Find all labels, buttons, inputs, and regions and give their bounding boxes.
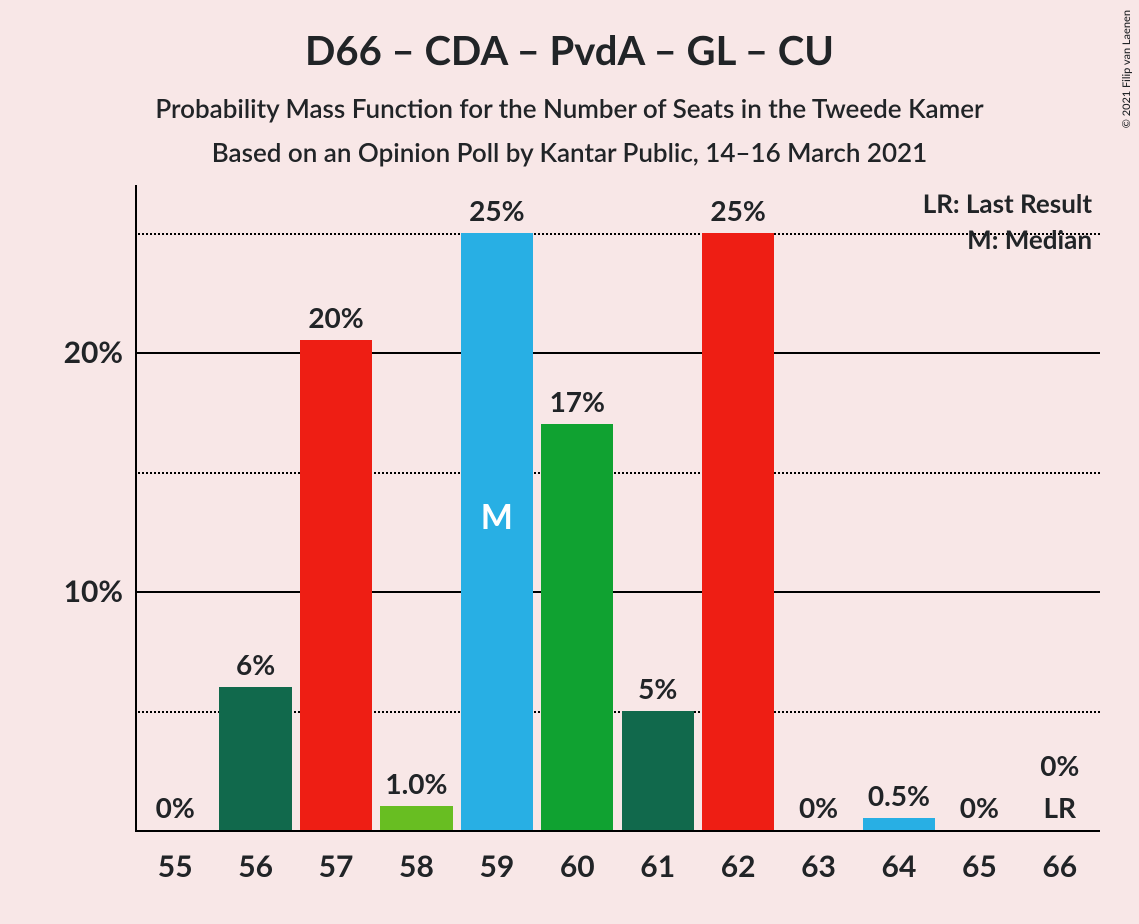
bar-value-label: 0% bbox=[939, 790, 1019, 824]
x-axis-label: 64 bbox=[859, 848, 939, 884]
chart-subtitle-2: Based on an Opinion Poll by Kantar Publi… bbox=[0, 124, 1139, 168]
bar-value-label: 20% bbox=[296, 300, 376, 334]
gridline bbox=[135, 233, 1100, 235]
bar-value-label: 0.5% bbox=[859, 778, 939, 812]
x-axis-label: 58 bbox=[376, 848, 456, 884]
x-axis-label: 66 bbox=[1020, 848, 1100, 884]
bar bbox=[863, 818, 935, 830]
bar-value-label: 0% bbox=[778, 790, 858, 824]
bar-value-label: 0% bbox=[1020, 748, 1100, 782]
bar bbox=[541, 424, 613, 830]
bar bbox=[219, 687, 291, 830]
x-axis-label: 56 bbox=[215, 848, 295, 884]
bar-value-label: 0% bbox=[135, 790, 215, 824]
x-axis-label: 65 bbox=[939, 848, 1019, 884]
copyright-text: © 2021 Filip van Laenen bbox=[1120, 10, 1133, 128]
bar bbox=[622, 711, 694, 830]
chart-title: D66 – CDA – PvdA – GL – CU bbox=[0, 0, 1139, 74]
x-axis-label: 55 bbox=[135, 848, 215, 884]
bar-value-label: 17% bbox=[537, 384, 617, 418]
bar bbox=[380, 806, 452, 830]
bar-value-label: 25% bbox=[698, 193, 778, 227]
x-axis bbox=[135, 830, 1100, 832]
x-axis-label: 59 bbox=[457, 848, 537, 884]
bar-chart: 10%20%0%556%5620%571.0%5825%M5917%605%61… bbox=[135, 185, 1100, 830]
y-axis bbox=[135, 185, 137, 830]
gridline bbox=[135, 472, 1100, 474]
y-axis-label: 20% bbox=[64, 334, 123, 370]
x-axis-label: 63 bbox=[778, 848, 858, 884]
x-axis-label: 60 bbox=[537, 848, 617, 884]
bar-value-label: 5% bbox=[618, 671, 698, 705]
y-axis-label: 10% bbox=[64, 573, 123, 609]
gridline bbox=[135, 591, 1100, 593]
bar-value-label: 25% bbox=[457, 193, 537, 227]
legend-median: M: Median bbox=[967, 223, 1092, 255]
bar-value-label: 1.0% bbox=[376, 766, 456, 800]
bar-value-label: 6% bbox=[215, 647, 295, 681]
x-axis-label: 57 bbox=[296, 848, 376, 884]
chart-subtitle-1: Probability Mass Function for the Number… bbox=[0, 74, 1139, 124]
gridline bbox=[135, 352, 1100, 354]
last-result-marker: LR bbox=[1020, 790, 1100, 824]
bar bbox=[702, 233, 774, 830]
x-axis-label: 61 bbox=[618, 848, 698, 884]
x-axis-label: 62 bbox=[698, 848, 778, 884]
median-marker: M bbox=[461, 496, 533, 537]
legend-last-result: LR: Last Result bbox=[923, 187, 1092, 219]
bar bbox=[300, 340, 372, 830]
